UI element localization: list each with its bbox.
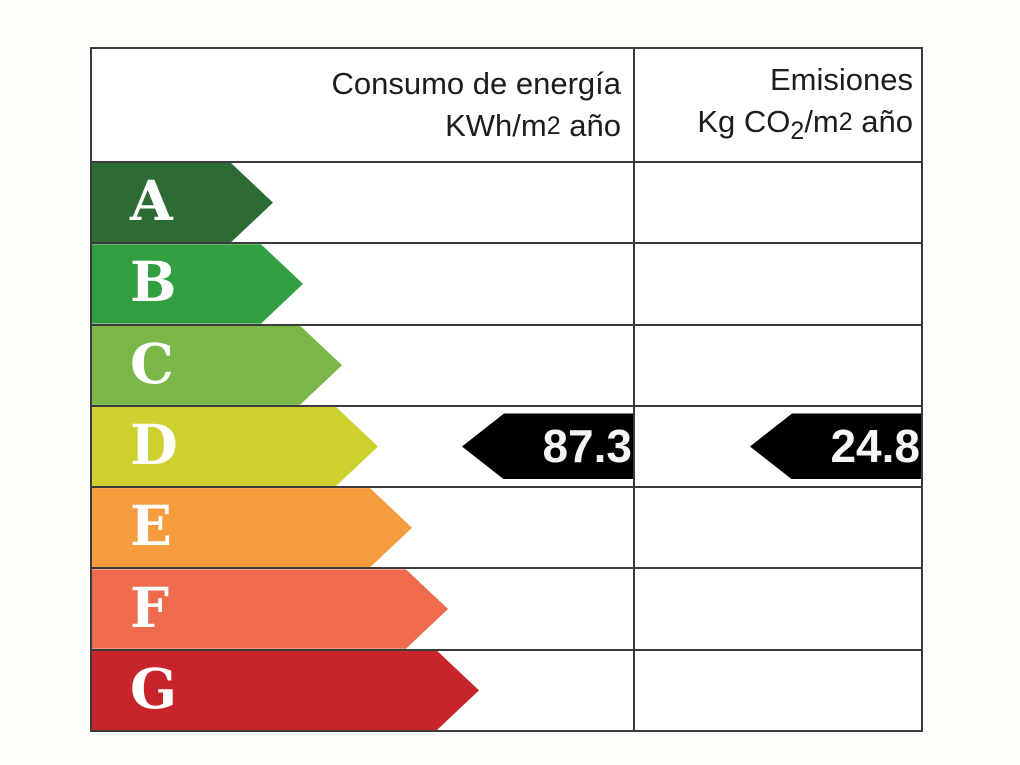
rating-letter-b: B [130,249,177,315]
rating-arrow-e: E [92,488,412,567]
emissions-unit-subscript: 2 [790,116,805,145]
rating-letter-e: E [130,493,172,559]
energy-header-units: KWh/m2 año [445,108,621,143]
rating-letter-c: C [130,330,174,396]
rating-arrow-a: A [92,163,273,242]
column-divider [633,49,635,730]
emissions-header-units: Kg CO2/m2 año [697,103,913,145]
rating-row-e: E [92,486,921,567]
rating-row-g: G [92,648,921,730]
emissions-value: 24.8 [830,420,920,473]
consumption-value-arrow: 87.3 [462,413,633,480]
table-header: Consumo de energía KWh/m2 año Emisiones … [92,49,921,161]
emissions-column-header: Emisiones Kg CO2/m2 año [635,49,921,161]
rating-row-b: B [92,242,921,323]
rating-arrow-c: C [92,326,342,405]
energy-unit-exponent: 2 [546,112,561,140]
rating-row-a: A [92,161,921,242]
rating-letter-f: F [130,574,170,640]
emissions-unit-exponent: 2 [838,107,853,136]
rating-arrow-g: G [92,651,479,730]
rating-row-f: F [92,567,921,648]
consumption-value: 87.3 [542,420,632,473]
rating-row-c: C [92,323,921,405]
rating-letter-a: A [130,168,173,234]
rating-arrow-f: F [92,569,448,648]
rating-letter-g: G [130,655,177,721]
energy-column-header: Consumo de energía KWh/m2 año [92,49,635,161]
rating-arrow-d: D [92,407,378,486]
rating-arrow-b: B [92,244,303,323]
emissions-value-arrow: 24.8 [750,413,921,480]
rating-letter-d: D [130,411,178,477]
rating-rows: A B C D 87.3 24 [92,161,921,730]
rating-table: Consumo de energía KWh/m2 año Emisiones … [90,47,923,732]
emissions-header-title: Emisiones [770,61,913,97]
rating-row-d: D 87.3 24.8 [92,404,921,486]
energy-header-title: Consumo de energía [331,66,621,101]
